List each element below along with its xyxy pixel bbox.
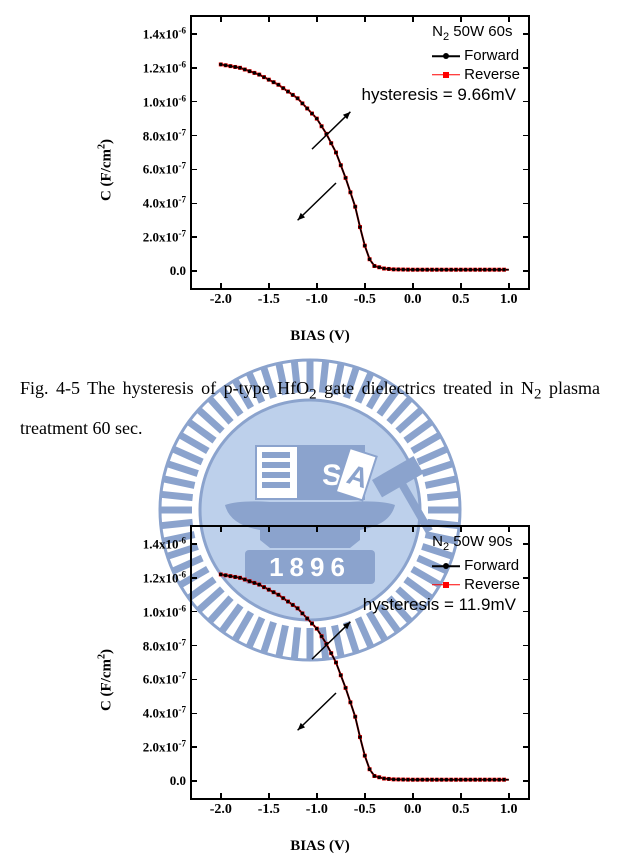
x-tick-label: -2.0: [210, 288, 232, 308]
y-tick-label: 0.0: [170, 773, 192, 789]
y-tick-label: 1.2x10-6: [143, 59, 192, 76]
plot-area: N2 50W 90s Forward Reverse hysteresis = …: [190, 525, 530, 800]
x-tick-label: -2.0: [210, 798, 232, 818]
caption-text: gate dielectrics treated in N: [317, 378, 534, 398]
y-tick-label: 2.0x10-7: [143, 229, 192, 246]
x-tick-label: -1.0: [306, 798, 328, 818]
y-tick-label: 1.0x10-6: [143, 603, 192, 620]
y-tick-label: 0.0: [170, 263, 192, 279]
y-tick-label: 4.0x10-7: [143, 195, 192, 212]
y-tick-label: 1.4x10-6: [143, 535, 192, 552]
y-tick-label: 1.0x10-6: [143, 93, 192, 110]
y-tick-label: 6.0x10-7: [143, 161, 192, 178]
chart-hysteresis-90s: C (F/cm2) N2 50W 90s Forward Reverse hys…: [80, 510, 560, 850]
legend-item-forward: Forward: [432, 557, 520, 576]
legend-label: Forward: [464, 557, 519, 576]
plot-area: N2 50W 60s Forward Reverse hysteresis = …: [190, 15, 530, 290]
circle-marker-icon: [443, 53, 449, 59]
caption-sub: 2: [309, 387, 317, 403]
x-tick-label: -0.5: [354, 798, 376, 818]
square-marker-icon: [443, 582, 449, 588]
hysteresis-annotation: hysteresis = 11.9mV: [363, 595, 516, 615]
x-tick-label: 1.0: [500, 798, 518, 818]
y-tick-label: 1.2x10-6: [143, 569, 192, 586]
y-tick-label: 2.0x10-7: [143, 739, 192, 756]
chart-legend: N2 50W 60s Forward Reverse: [432, 23, 520, 84]
svg-text:A: A: [343, 458, 372, 494]
x-tick-label: -0.5: [354, 288, 376, 308]
y-tick-label: 6.0x10-7: [143, 671, 192, 688]
chart-legend: N2 50W 90s Forward Reverse: [432, 533, 520, 594]
x-tick-label: 0.5: [452, 798, 470, 818]
legend-item-reverse: Reverse: [432, 576, 520, 595]
legend-title: N2 50W 90s: [432, 533, 520, 555]
caption-text: Fig. 4-5 The hysteresis of p-type HfO: [20, 378, 309, 398]
legend-label: Forward: [464, 47, 519, 66]
legend-item-reverse: Reverse: [432, 66, 520, 85]
square-marker-icon: [443, 72, 449, 78]
legend-title: N2 50W 60s: [432, 23, 520, 45]
y-tick-label: 4.0x10-7: [143, 705, 192, 722]
x-axis-label: BIAS (V): [290, 328, 350, 345]
x-axis-label: BIAS (V): [290, 838, 350, 855]
y-axis-label: C (F/cm2): [97, 139, 116, 201]
hysteresis-annotation: hysteresis = 9.66mV: [362, 85, 517, 105]
x-tick-label: 0.5: [452, 288, 470, 308]
figure-caption: Fig. 4-5 The hysteresis of p-type HfO2 g…: [20, 370, 600, 446]
x-tick-label: 0.0: [404, 288, 422, 308]
y-axis-label: C (F/cm2): [97, 649, 116, 711]
x-tick-label: 0.0: [404, 798, 422, 818]
legend-item-forward: Forward: [432, 47, 520, 66]
legend-label: Reverse: [464, 576, 520, 595]
y-tick-label: 8.0x10-7: [143, 637, 192, 654]
chart-hysteresis-60s: C (F/cm2) N2 50W 60s Forward Reverse hys…: [80, 0, 560, 340]
caption-sub: 2: [534, 387, 542, 403]
x-tick-label: -1.5: [258, 798, 280, 818]
y-tick-label: 1.4x10-6: [143, 25, 192, 42]
x-tick-label: -1.5: [258, 288, 280, 308]
svg-text:S: S: [322, 459, 346, 492]
circle-marker-icon: [443, 563, 449, 569]
y-tick-label: 8.0x10-7: [143, 127, 192, 144]
x-tick-label: -1.0: [306, 288, 328, 308]
x-tick-label: 1.0: [500, 288, 518, 308]
legend-label: Reverse: [464, 66, 520, 85]
